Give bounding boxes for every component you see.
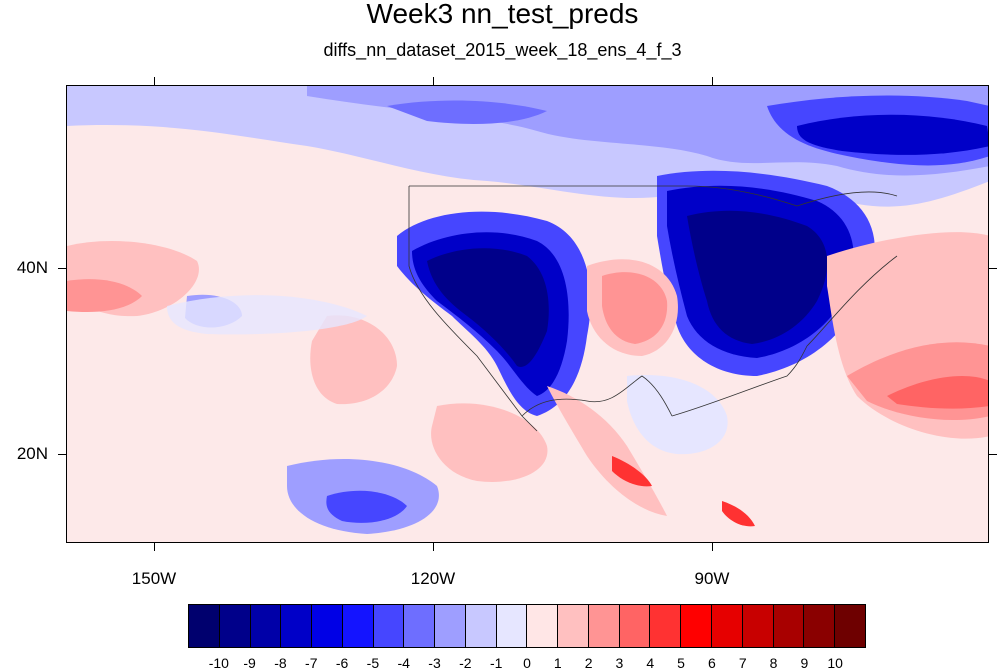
colorbar-label: 1 bbox=[553, 655, 562, 671]
colorbar-label: 3 bbox=[615, 655, 624, 671]
colorbar-label: 9 bbox=[800, 655, 809, 671]
lon-label-150w: 150W bbox=[131, 569, 177, 588]
colorbar-label: 10 bbox=[827, 655, 843, 671]
x-tick-150w-top bbox=[154, 77, 155, 85]
colorbar-box bbox=[773, 605, 805, 647]
colorbar-label: 8 bbox=[769, 655, 778, 671]
lat-label-20n: 20N bbox=[16, 444, 48, 463]
colorbar-label: -4 bbox=[397, 655, 410, 671]
y-tick-40n bbox=[58, 268, 66, 269]
y-tick-40n-right bbox=[989, 268, 997, 269]
colorbar-label: 6 bbox=[708, 655, 716, 671]
y-tick-20n bbox=[58, 454, 66, 455]
colorbar-label: 0 bbox=[523, 655, 531, 671]
x-tick-120w-top bbox=[433, 77, 434, 85]
colorbar-box bbox=[588, 605, 620, 647]
colorbar-box bbox=[619, 605, 651, 647]
colorbar bbox=[188, 604, 866, 648]
colorbar-box bbox=[527, 605, 559, 647]
map-plot-area bbox=[66, 85, 989, 543]
colorbar-box bbox=[835, 605, 865, 647]
x-tick-150w bbox=[154, 543, 155, 551]
colorbar-label: -1 bbox=[489, 655, 503, 671]
colorbar-label: -9 bbox=[243, 655, 256, 671]
colorbar-box bbox=[742, 605, 774, 647]
colorbar-box bbox=[712, 605, 743, 647]
colorbar-box bbox=[189, 605, 220, 647]
colorbar-box bbox=[650, 605, 682, 647]
colorbar-box bbox=[465, 605, 497, 647]
colorbar-label: -8 bbox=[274, 655, 287, 671]
colorbar-label: 4 bbox=[646, 655, 655, 671]
colorbar-box bbox=[281, 605, 313, 647]
colorbar-label: -5 bbox=[366, 655, 380, 671]
colorbar-label: -3 bbox=[428, 655, 441, 671]
colorbar-box bbox=[342, 605, 374, 647]
field-contours bbox=[67, 86, 988, 542]
y-tick-20n-right bbox=[989, 454, 997, 455]
map-subtitle: diffs_nn_dataset_2015_week_18_ens_4_f_3 bbox=[323, 40, 682, 60]
colorbar-box bbox=[681, 605, 713, 647]
colorbar-label: -10 bbox=[208, 655, 229, 671]
lon-label-90w: 90W bbox=[694, 569, 730, 588]
colorbar-label: -2 bbox=[459, 655, 472, 671]
colorbar-box bbox=[373, 605, 405, 647]
colorbar-label: 5 bbox=[677, 655, 685, 671]
colorbar-box bbox=[250, 605, 282, 647]
colorbar-box bbox=[804, 605, 836, 647]
colorbar-label: -6 bbox=[335, 655, 349, 671]
x-tick-120w bbox=[433, 543, 434, 551]
x-tick-90w bbox=[712, 543, 713, 551]
colorbar-label: 7 bbox=[738, 655, 747, 671]
lon-label-120w: 120W bbox=[410, 569, 456, 588]
colorbar-box bbox=[558, 605, 589, 647]
colorbar-label: -7 bbox=[305, 655, 318, 671]
colorbar-box bbox=[219, 605, 251, 647]
x-tick-90w-top bbox=[712, 77, 713, 85]
lat-label-40n: 40N bbox=[16, 258, 48, 277]
colorbar-box bbox=[312, 605, 343, 647]
map-title: Week3 nn_test_preds bbox=[366, 0, 639, 29]
colorbar-box bbox=[435, 605, 466, 647]
colorbar-box bbox=[404, 605, 436, 647]
colorbar-label: 2 bbox=[584, 655, 593, 671]
colorbar-box bbox=[496, 605, 528, 647]
